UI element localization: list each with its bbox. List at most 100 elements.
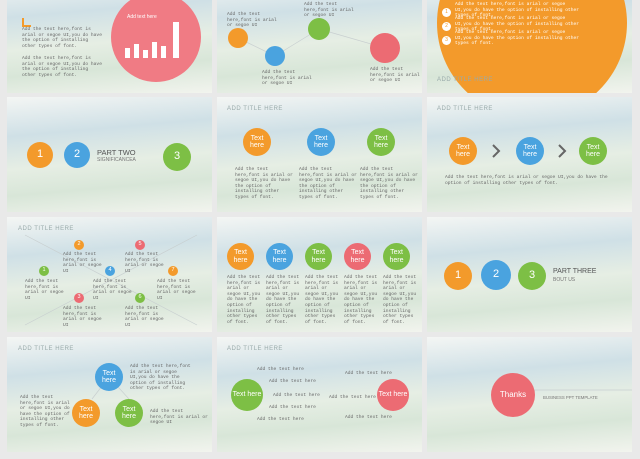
body-text: Add the text here,font is arial or segoe… xyxy=(304,2,354,19)
body-text: Add the text here,font is arial or segoe… xyxy=(299,167,357,200)
circle-badge: 6 xyxy=(135,293,145,303)
body-text: Add the text here,font is arial or segoe… xyxy=(125,306,164,328)
circle-badge: 1 xyxy=(444,262,472,290)
circle-badge: 2 xyxy=(442,22,451,31)
label-text: Add text here xyxy=(127,14,157,20)
slide-title: ADD TITLE HERE xyxy=(227,106,283,112)
circle-badge: Text here xyxy=(516,137,544,165)
body-text: Add the text here,font is arial or segoe… xyxy=(305,275,339,325)
body-text: Add the text here,font is arial or segoe… xyxy=(125,252,164,274)
circle-badge: Text here xyxy=(367,128,395,156)
slide-title: ADD TITLE HERE xyxy=(437,77,493,83)
slide-thumbnail: Add the text here,font is arial or segoe… xyxy=(217,0,422,93)
body-text: Add the text here,font is arial or segoe… xyxy=(360,167,418,200)
circle-badge: 2 xyxy=(74,240,84,250)
decoration xyxy=(24,234,198,326)
circle-badge xyxy=(308,18,330,40)
circle-badge xyxy=(437,0,627,93)
body-text: Add the text here,font is arial or segoe… xyxy=(455,16,580,33)
body-text: Add the text here,font is arial or segoe… xyxy=(227,275,261,325)
label-text: SIGNIFICANCEA xyxy=(97,157,136,163)
body-text: Add the text here,font is arial or segoe… xyxy=(227,12,277,29)
body-text: Add the text here,font is arial or segoe… xyxy=(455,30,580,47)
body-text: Add the text here,font is arial or segoe… xyxy=(20,395,70,428)
slide-title: ADD TITLE HERE xyxy=(18,346,74,352)
label-text: PART TWO xyxy=(97,148,136,157)
body-text: Add the text here xyxy=(345,371,392,376)
circle-badge: Text here xyxy=(95,363,123,391)
body-text: Add the text here xyxy=(329,395,376,400)
decoration xyxy=(492,144,567,158)
label-text: PART THREE xyxy=(553,268,597,275)
chevron xyxy=(558,144,567,158)
circle-badge: 2 xyxy=(64,142,90,168)
chart-icon xyxy=(22,18,31,27)
circle-badge: Text here xyxy=(231,379,263,411)
circle-badge: Text here xyxy=(307,128,335,156)
body-text: Add the text here,font is arial or segoe… xyxy=(63,306,102,328)
circle-badge: Text here xyxy=(115,399,143,427)
icon-bar xyxy=(152,42,157,58)
body-text: Add the text here,font is arial or segoe… xyxy=(344,275,378,325)
body-text: Add the text here,font is arial or segoe… xyxy=(22,27,102,49)
circle-badge: Text here xyxy=(227,243,254,270)
decoration xyxy=(527,389,632,391)
circle-badge: 5 xyxy=(135,240,145,250)
label-text: BUSINESS PPT TEMPLATE xyxy=(543,395,598,400)
circle-badge xyxy=(265,46,285,66)
circle-badge xyxy=(111,0,201,82)
circle-badge: 7 xyxy=(168,266,178,276)
icon-bar xyxy=(161,46,166,58)
icon-bar xyxy=(134,44,139,58)
circle-badge xyxy=(370,33,400,63)
circle-badge: Text here xyxy=(377,379,409,411)
slide-thumbnail: Thanks BUSINESS PPT TEMPLATE xyxy=(427,337,632,452)
circle-badge: 1 xyxy=(27,142,53,168)
circle-badge: Text here xyxy=(305,243,332,270)
circle-badge: Text here xyxy=(72,399,100,427)
circle-badge: Text here xyxy=(449,137,477,165)
circle-badge: Text here xyxy=(383,243,410,270)
slide-thumbnail: ADD TITLE HERE Text here Text here Text her… xyxy=(427,97,632,212)
slide-thumbnail: ADD TITLE HERE 1 2 3 4 5 6 7 Add the text here,f… xyxy=(7,217,212,332)
body-text: Add the text here,font is arial or segoe… xyxy=(370,67,420,84)
body-text: Add the text here,font is arial or segoe… xyxy=(266,275,300,325)
circle-badge: Thanks xyxy=(491,373,535,417)
label-text: BOUT US xyxy=(553,277,576,283)
body-text: Add the text here xyxy=(257,417,304,422)
circle-badge: 3 xyxy=(163,143,191,171)
slide-thumbnail: 1 2 3 Add the text here,font is arial or se… xyxy=(427,0,632,93)
circle-badge: Text here xyxy=(266,243,293,270)
slide-thumbnail: ADD TITLE HERE Text here Text here Text her… xyxy=(7,337,212,452)
body-text: Add the text here,font is arial or segoe… xyxy=(25,279,64,301)
connector xyxy=(24,234,198,326)
body-text: Add the text here xyxy=(273,393,320,398)
icon-bar xyxy=(125,48,130,58)
circle-badge: 2 xyxy=(481,260,511,290)
circle-badge: 1 xyxy=(39,266,49,276)
slide-thumbnail: Text here Text here Text here Text here Text… xyxy=(217,217,422,332)
body-text: Add the text here,font is arial or segoe… xyxy=(235,167,293,200)
body-text: Add the text here,font is arial or segoe… xyxy=(150,409,208,426)
slide-thumbnail: ADD TITLE HERE Text here Text here Add the … xyxy=(217,337,422,452)
slide-title: ADD TITLE HERE xyxy=(437,106,493,112)
body-text: Add the text here,font is arial or segoe… xyxy=(22,56,102,78)
circle-badge: 1 xyxy=(442,8,451,17)
slide-thumbnail: 1 2 3 PART TWO SIGNIFICANCEA xyxy=(7,97,212,212)
body-text: Add the text here,font is arial or segoe… xyxy=(455,2,580,19)
chevron xyxy=(492,144,501,158)
circle-badge: 3 xyxy=(442,36,451,45)
slide-thumbnail: ADD TITLE HERE Text here Text here Text her… xyxy=(217,97,422,212)
body-text: Add the text here,font is arial or segoe… xyxy=(130,364,191,392)
slide-thumbnail: Add the text here,font is arial or segoe… xyxy=(7,0,212,93)
body-text: Add the text here xyxy=(269,379,316,384)
icon-bar xyxy=(143,50,148,58)
circle-badge xyxy=(228,28,248,48)
body-text: Add the text here,font is arial or segoe… xyxy=(93,279,132,301)
body-text: Add the text here,font is arial or segoe… xyxy=(262,70,312,87)
slide-thumbnail: 1 2 3 PART THREE BOUT US xyxy=(427,217,632,332)
circle-badge: Text here xyxy=(579,137,607,165)
body-text: Add the text here,font is arial or segoe… xyxy=(383,275,417,325)
body-text: Add the text here xyxy=(257,367,304,372)
